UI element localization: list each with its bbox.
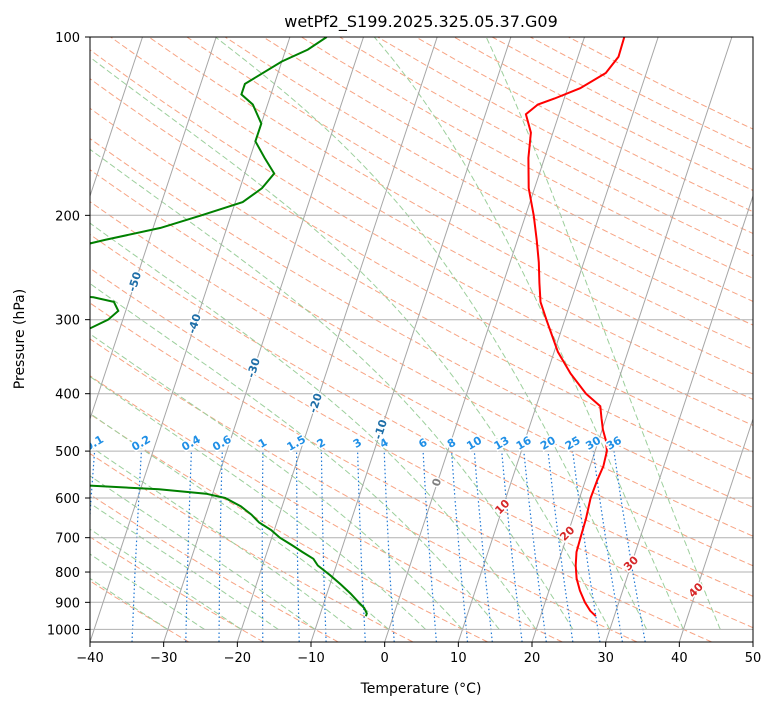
x-tick-label: −20: [224, 651, 251, 666]
dry-adiabat: [186, 37, 753, 350]
isotherm: [531, 37, 733, 642]
dry-adiabat: [90, 338, 638, 642]
y-tick-label: 1000: [47, 623, 80, 638]
isotherm: [90, 37, 217, 421]
isotherm: [163, 37, 364, 642]
mixing-ratio-line: [572, 451, 601, 642]
moist-adiabat: [90, 445, 353, 630]
moist-adiabat: [215, 37, 648, 630]
y-tick-label: 500: [55, 445, 80, 460]
dry-adiabat: [262, 37, 753, 302]
moist-adiabat: [90, 475, 316, 630]
dry-adiabat: [90, 169, 753, 537]
mixing-ratio-line: [613, 451, 646, 642]
dry-adiabat: [90, 78, 753, 453]
x-tick-label: 50: [745, 651, 762, 666]
dry-adiabat: [90, 138, 753, 508]
dry-adiabat: [90, 413, 488, 642]
isotherm: [678, 417, 753, 642]
mixing-ratio-line: [523, 451, 547, 642]
moist-adiabat: [90, 282, 500, 630]
isotherm: [90, 37, 143, 198]
y-tick-label: 400: [55, 388, 80, 403]
mixing-ratio-line: [451, 451, 469, 642]
moist-adiabat: [90, 333, 463, 630]
mixing-ratio-line: [473, 451, 493, 642]
x-axis-label: Temperature (°C): [360, 681, 482, 697]
y-axis-label: Pressure (hPa): [12, 289, 28, 389]
dry-adiabat: [110, 37, 753, 400]
x-tick-label: 10: [450, 651, 467, 666]
moist-adiabat: [485, 37, 721, 630]
x-tick-label: 0: [381, 651, 389, 666]
axes: −40 −30 −20 −10 0 10 20 30 40 50 100 200 300 400 500 60…: [47, 31, 761, 666]
isotherm: [310, 37, 512, 642]
moist-adiabat: [90, 222, 537, 630]
x-tick-label: 30: [597, 651, 614, 666]
x-tick-label: 20: [524, 651, 541, 666]
moist-adiabat: [90, 502, 279, 630]
temperature-line: [524, 37, 626, 617]
dry-adiabat: [90, 536, 264, 642]
isotherm: [236, 37, 438, 642]
dewpoint-line: [90, 37, 368, 617]
dry-adiabat: [90, 493, 339, 642]
y-tick-label: 200: [55, 209, 80, 224]
mixing-ratio-line: [592, 451, 623, 642]
y-tick-label: 700: [55, 532, 80, 547]
isotherm: [605, 194, 753, 642]
x-tick-label: −40: [76, 651, 103, 666]
mixing-ratio-line: [501, 451, 523, 642]
y-tick-label: 600: [55, 492, 80, 507]
moist-adiabat: [373, 37, 684, 630]
y-tick-label: 100: [55, 31, 80, 46]
dry-adiabat: [90, 302, 712, 642]
moist-adiabat: [90, 375, 426, 630]
x-tick-label: −30: [150, 651, 177, 666]
y-tick-label: 800: [55, 566, 80, 581]
dry-adiabat: [90, 375, 563, 642]
plot-lines: [90, 37, 753, 642]
moist-adiabat: [90, 412, 390, 630]
isotherm: [457, 37, 659, 642]
y-tick-label: 300: [55, 314, 80, 329]
isotherm: [384, 37, 585, 642]
moist-adiabat: [90, 56, 611, 630]
chart-title: wetPf2_S199.2025.325.05.37.G09: [284, 12, 558, 32]
moist-adiabat: [90, 553, 205, 630]
plot-frame: [89, 36, 754, 643]
x-tick-label: −10: [297, 651, 324, 666]
mixing-ratio-line: [547, 451, 574, 642]
y-tick-label: 900: [55, 596, 80, 611]
dry-adiabat: [90, 267, 753, 629]
x-tick-label: 40: [671, 651, 688, 666]
